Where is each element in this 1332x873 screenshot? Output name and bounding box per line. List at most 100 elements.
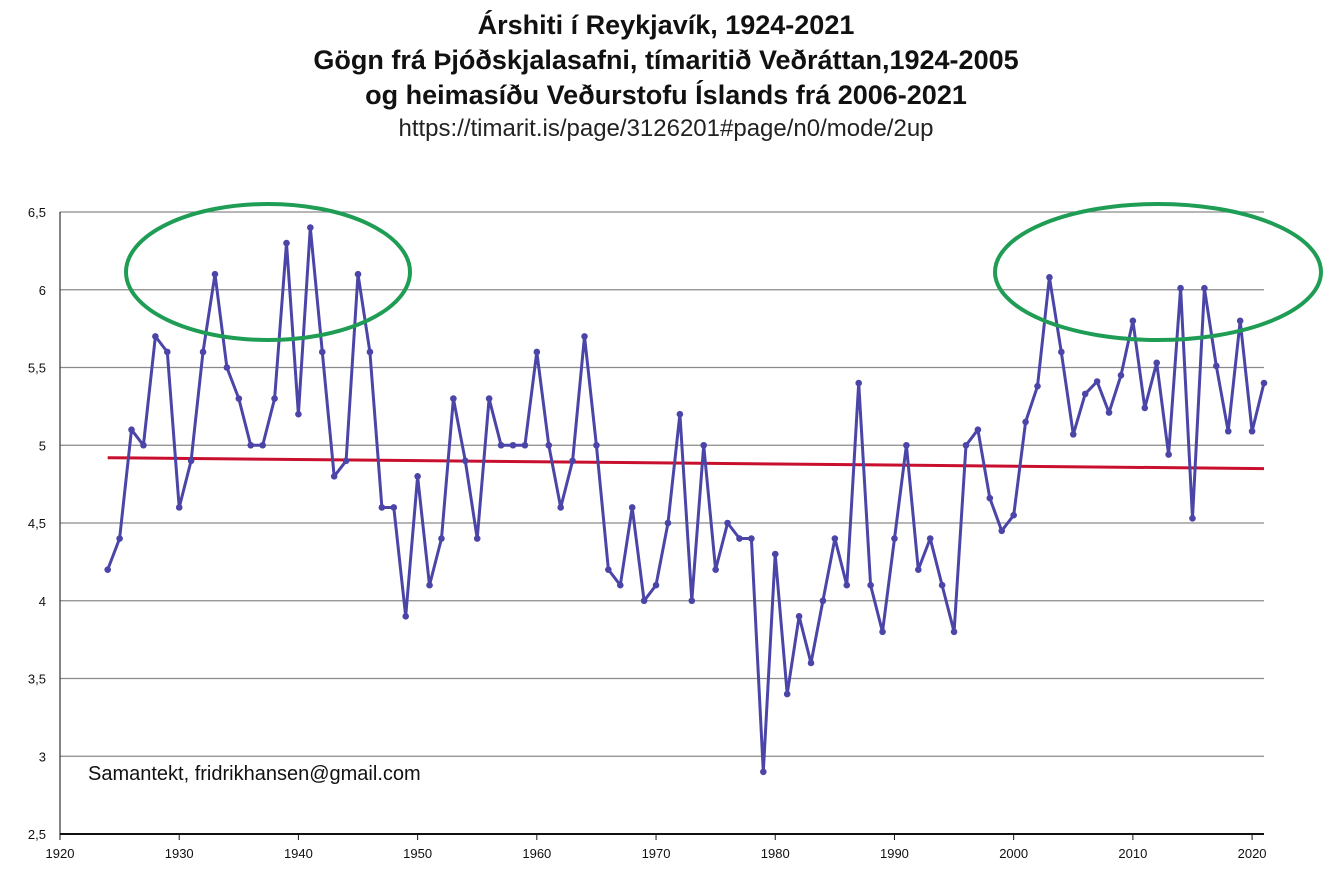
x-tick-label: 2000 (999, 846, 1028, 861)
y-tick-label: 4 (39, 594, 46, 609)
data-point (1224, 427, 1232, 435)
data-point (1093, 378, 1101, 385)
data-point (760, 768, 767, 776)
data-point (1153, 359, 1161, 367)
y-tick-label: 6,5 (28, 205, 46, 220)
data-point (152, 333, 159, 340)
data-point (628, 504, 636, 511)
data-point (271, 395, 278, 402)
data-point (593, 441, 600, 449)
x-tick-label: 1950 (403, 846, 432, 861)
data-point (974, 426, 982, 434)
data-point (462, 457, 469, 465)
data-point (116, 535, 123, 542)
chart-subtitle-source-2: og heimasíðu Veðurstofu Íslands frá 2006… (365, 80, 967, 110)
data-point (283, 239, 290, 247)
data-point (378, 504, 386, 511)
x-tick-label: 1940 (284, 846, 313, 861)
y-tick-label: 5,5 (28, 361, 46, 376)
data-point (771, 550, 779, 558)
data-point (1213, 362, 1220, 370)
data-point (1189, 515, 1196, 522)
data-point (473, 535, 481, 542)
chart-title: Árshiti í Reykjavík, 1924-2021 (477, 10, 855, 40)
data-point (402, 613, 410, 620)
data-point (497, 441, 505, 449)
author-annotation: Samantekt, fridrikhansen@gmail.com (88, 763, 421, 785)
data-point (1236, 317, 1244, 325)
data-point (342, 457, 350, 465)
data-point (605, 566, 612, 573)
y-tick-label: 5 (39, 438, 46, 453)
data-point (998, 527, 1006, 535)
data-point (259, 441, 266, 449)
data-point (938, 581, 946, 589)
data-point (354, 270, 362, 278)
y-axis-tick-labels: 2,5 3 3,5 4 4,5 5 5,5 6 6,5 (28, 205, 46, 842)
y-tick-label: 3,5 (28, 672, 46, 687)
source-url: https://timarit.is/page/3126201#page/n0/… (398, 115, 934, 142)
data-point (1105, 409, 1113, 416)
temperature-data-points (104, 224, 1268, 776)
data-point (867, 581, 874, 589)
data-point (1260, 379, 1268, 387)
data-point (783, 690, 791, 698)
temperature-series-line (106, 226, 1266, 774)
trend-line (107, 456, 1265, 471)
data-point (986, 494, 994, 502)
data-point (295, 410, 302, 418)
data-point (879, 628, 886, 636)
data-point (962, 441, 970, 449)
data-point (175, 504, 183, 511)
data-point (688, 597, 696, 605)
data-point (664, 519, 672, 527)
data-point (736, 535, 743, 542)
x-tick-label: 1960 (522, 846, 551, 861)
data-point (533, 348, 541, 356)
data-point (914, 566, 922, 573)
data-point (1046, 274, 1053, 281)
data-point (843, 581, 851, 589)
data-point (545, 441, 553, 449)
grid-lines (59, 211, 1264, 834)
data-point (950, 628, 958, 636)
data-point (1022, 418, 1029, 426)
data-point (557, 504, 564, 511)
data-point (366, 348, 374, 356)
data-point (1141, 404, 1149, 412)
data-point (795, 613, 803, 620)
data-point (485, 395, 493, 402)
y-tick-label: 6 (39, 283, 46, 298)
data-point (640, 597, 648, 605)
data-point (712, 566, 719, 573)
data-point (235, 395, 243, 402)
data-point (903, 441, 910, 449)
data-point (1069, 431, 1077, 438)
highlight-ellipse-left (124, 202, 412, 342)
data-point (307, 224, 314, 231)
data-point (163, 348, 171, 356)
data-point (1177, 284, 1184, 292)
data-point (104, 566, 111, 573)
data-point (926, 535, 934, 542)
data-point (1248, 427, 1256, 435)
x-tick-label: 1920 (46, 846, 75, 861)
x-axis-tick-labels: 1920 1930 1940 1950 1960 1970 1980 1990 2000 2010… (46, 834, 1267, 861)
y-tick-label: 2,5 (28, 827, 46, 842)
y-tick-label: 4,5 (28, 516, 46, 531)
data-point (450, 395, 457, 402)
data-point (748, 535, 755, 542)
data-point (509, 441, 517, 449)
data-point (390, 504, 398, 511)
data-point (819, 597, 827, 605)
data-point (211, 270, 219, 278)
data-point (724, 519, 731, 527)
data-point (223, 364, 231, 371)
x-tick-label: 1980 (761, 846, 790, 861)
data-point (1129, 317, 1137, 325)
x-tick-label: 1990 (880, 846, 909, 861)
data-point (569, 457, 576, 465)
data-point (318, 348, 326, 356)
data-point (1201, 284, 1208, 292)
data-point (247, 441, 255, 449)
